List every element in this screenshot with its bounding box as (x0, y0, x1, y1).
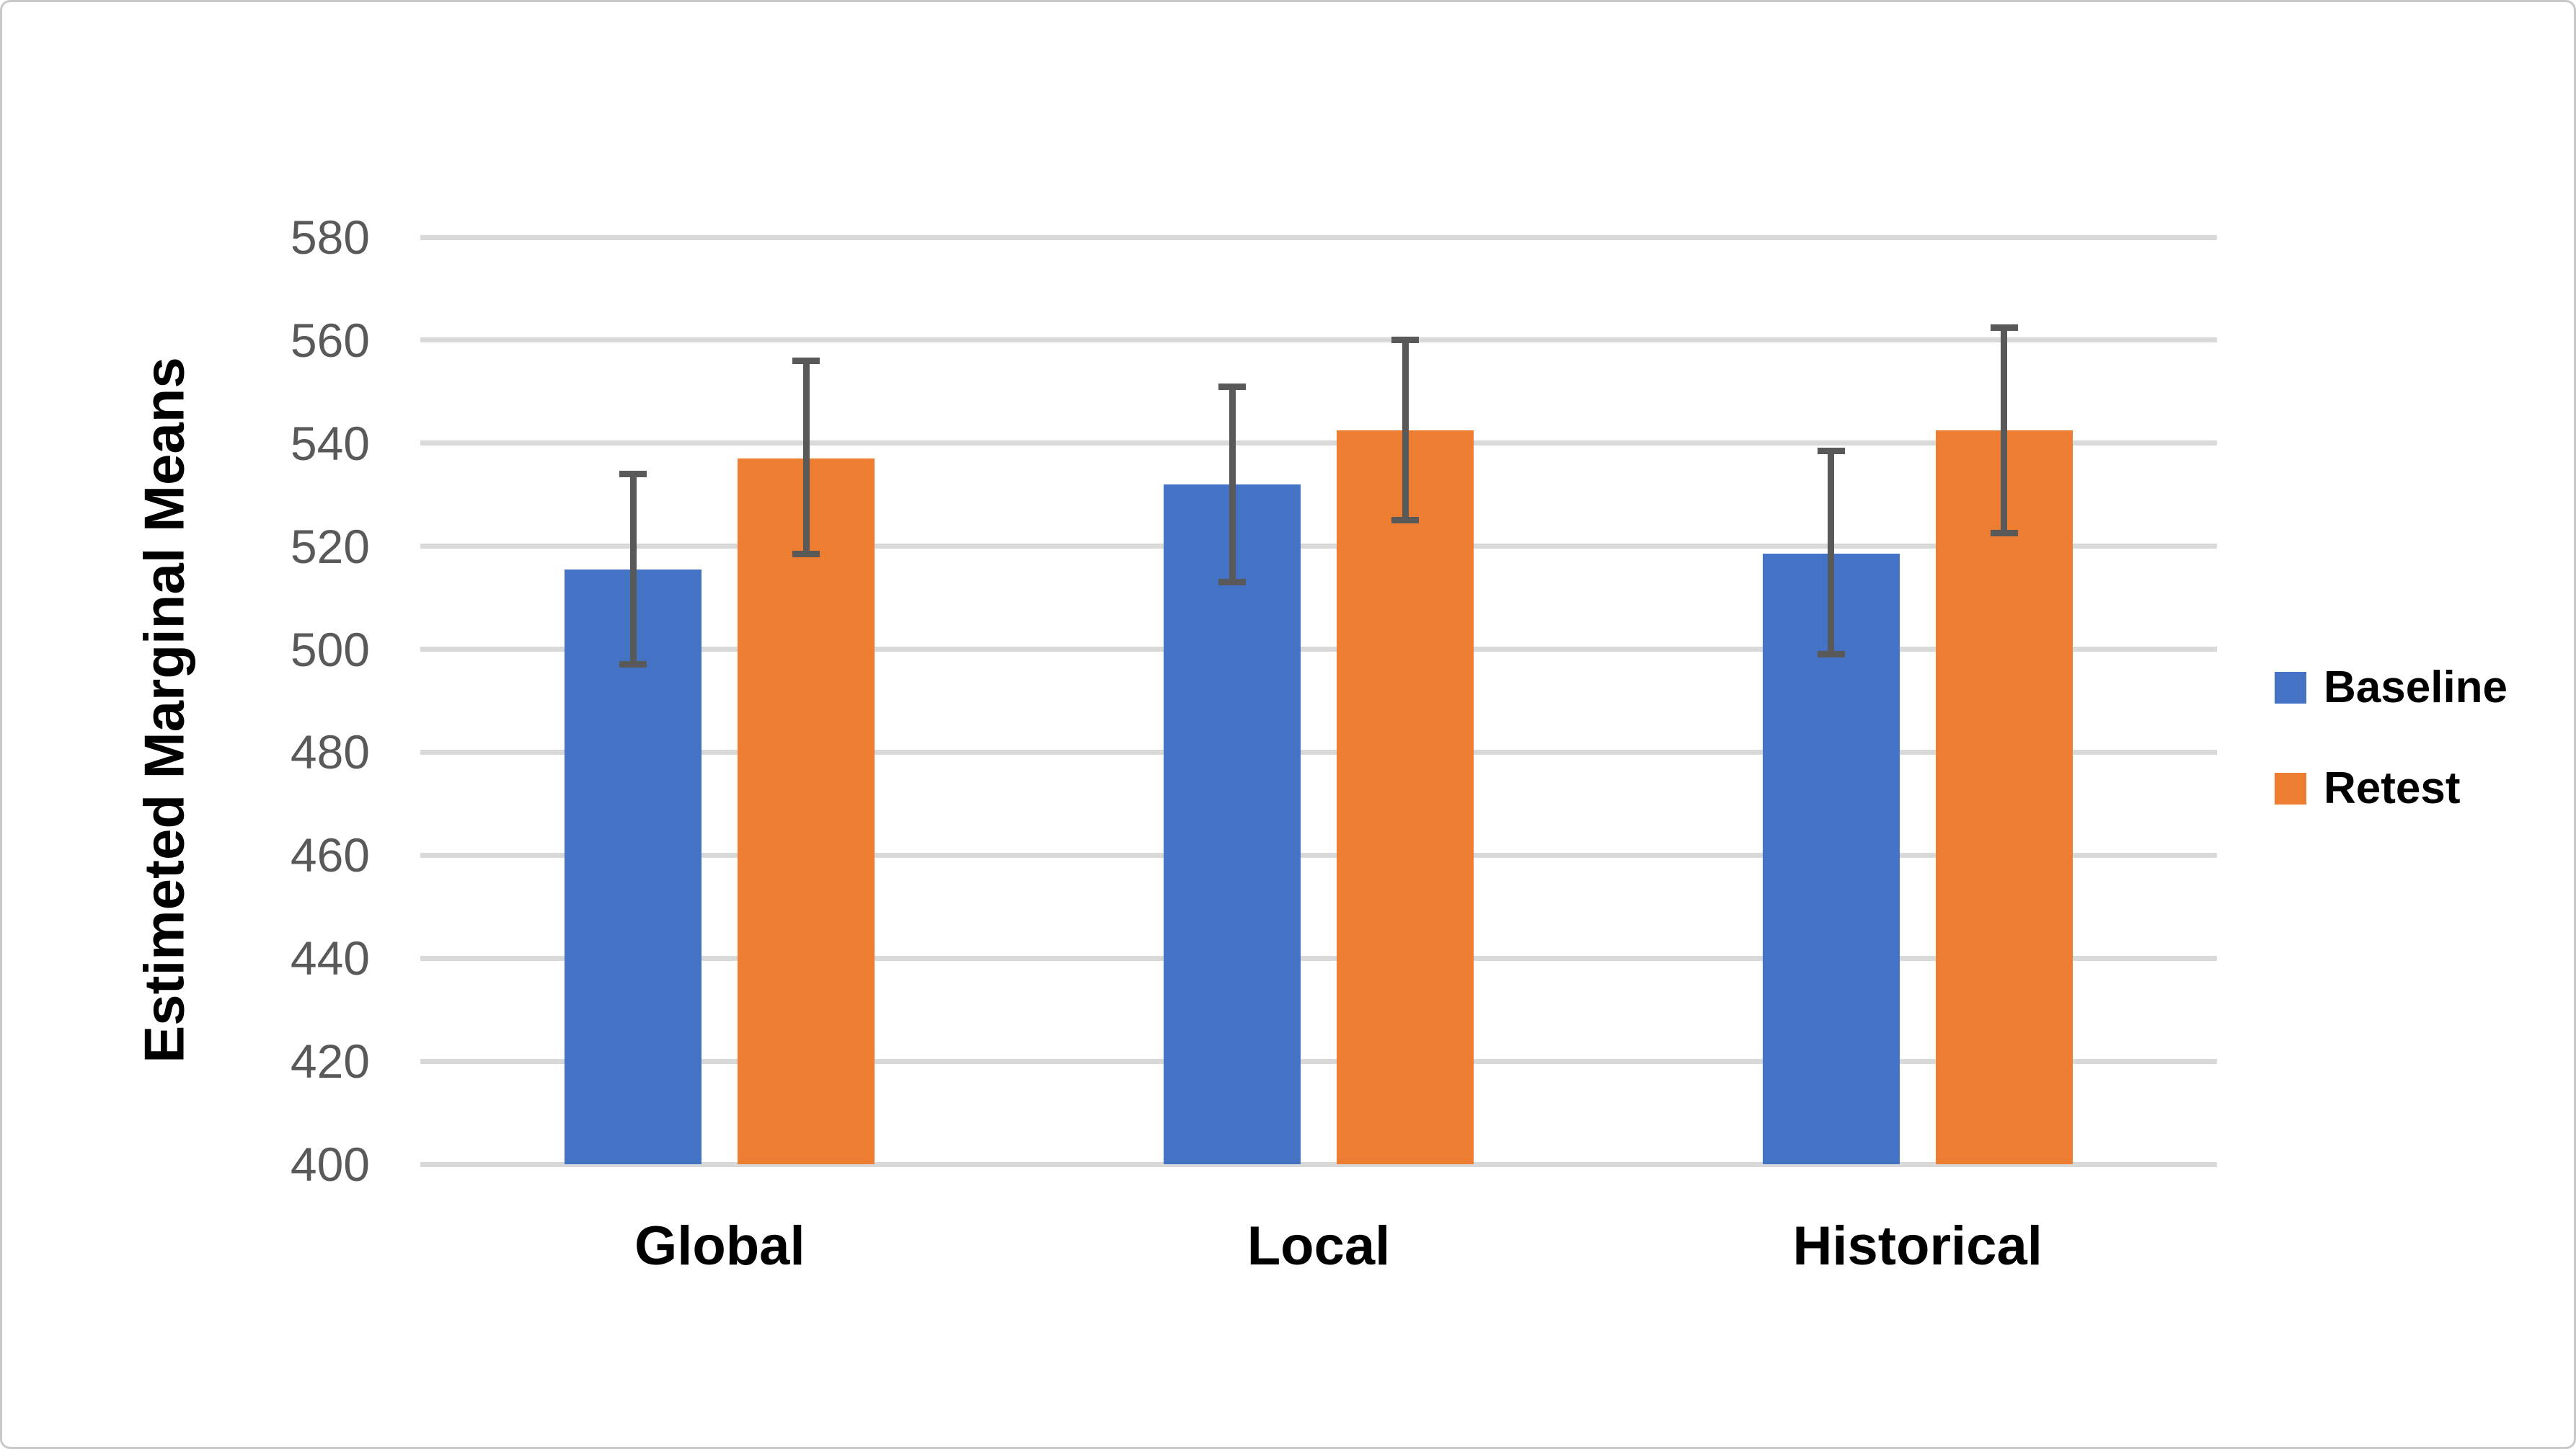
error-bar-line (1828, 451, 1835, 655)
bar-baseline-local (1164, 484, 1301, 1164)
y-gridline (420, 647, 2217, 652)
y-tick-label: 480 (290, 725, 370, 779)
error-bar-line (1402, 340, 1409, 520)
y-tick-label: 500 (290, 622, 370, 676)
error-bar-line (1229, 386, 1236, 582)
y-tick-label: 420 (290, 1034, 370, 1089)
error-bar-line (2001, 327, 2008, 533)
y-gridline (420, 337, 2217, 343)
x-axis-line (420, 1161, 2217, 1167)
error-bar-line (629, 474, 637, 665)
y-tick-label: 440 (290, 931, 370, 985)
error-bar-line (802, 360, 810, 554)
bar-retest-local (1337, 430, 1474, 1164)
baseline-swatch-icon (2275, 671, 2306, 704)
y-tick-label: 540 (290, 416, 370, 470)
y-tick-label: 460 (290, 828, 370, 882)
y-tick-label: 580 (290, 211, 370, 264)
bar-baseline-global (565, 569, 702, 1164)
y-axis-title: Estimeted Marginal Means (132, 357, 196, 1063)
y-gridline (420, 749, 2217, 755)
legend-item-baseline: Baseline (2275, 662, 2508, 713)
category-label-global: Global (634, 1215, 805, 1277)
error-bar-cap (792, 550, 820, 557)
legend-label-baseline: Baseline (2324, 663, 2508, 712)
error-bar-cap (1990, 324, 2018, 331)
bar-retest-global (738, 458, 875, 1164)
y-gridline (420, 544, 2217, 549)
y-tick-label: 520 (290, 519, 370, 573)
y-gridline (420, 234, 2217, 240)
error-bar-cap (1218, 383, 1246, 390)
error-bar-cap (1218, 579, 1246, 586)
category-label-historical: Historical (1792, 1215, 2042, 1277)
error-bar-cap (792, 357, 820, 364)
error-bar-cap (1391, 337, 1419, 344)
retest-swatch-icon (2275, 772, 2306, 805)
y-gridline (420, 1058, 2217, 1064)
legend-label-retest: Retest (2324, 763, 2461, 813)
error-bar-cap (619, 471, 647, 478)
error-bar-cap (1817, 651, 1845, 658)
y-tick-label: 400 (290, 1138, 370, 1191)
error-bar-cap (619, 661, 647, 668)
y-gridline (420, 440, 2217, 446)
category-label-local: Local (1247, 1215, 1391, 1277)
error-bar-cap (1817, 447, 1845, 454)
error-bar-cap (1990, 530, 2018, 537)
y-gridline (420, 852, 2217, 858)
y-gridline (420, 955, 2217, 961)
y-tick-label: 560 (290, 313, 370, 367)
bar-retest-historical (1935, 430, 2073, 1164)
legend-item-retest: Retest (2275, 763, 2461, 814)
error-bar-cap (1391, 517, 1419, 524)
